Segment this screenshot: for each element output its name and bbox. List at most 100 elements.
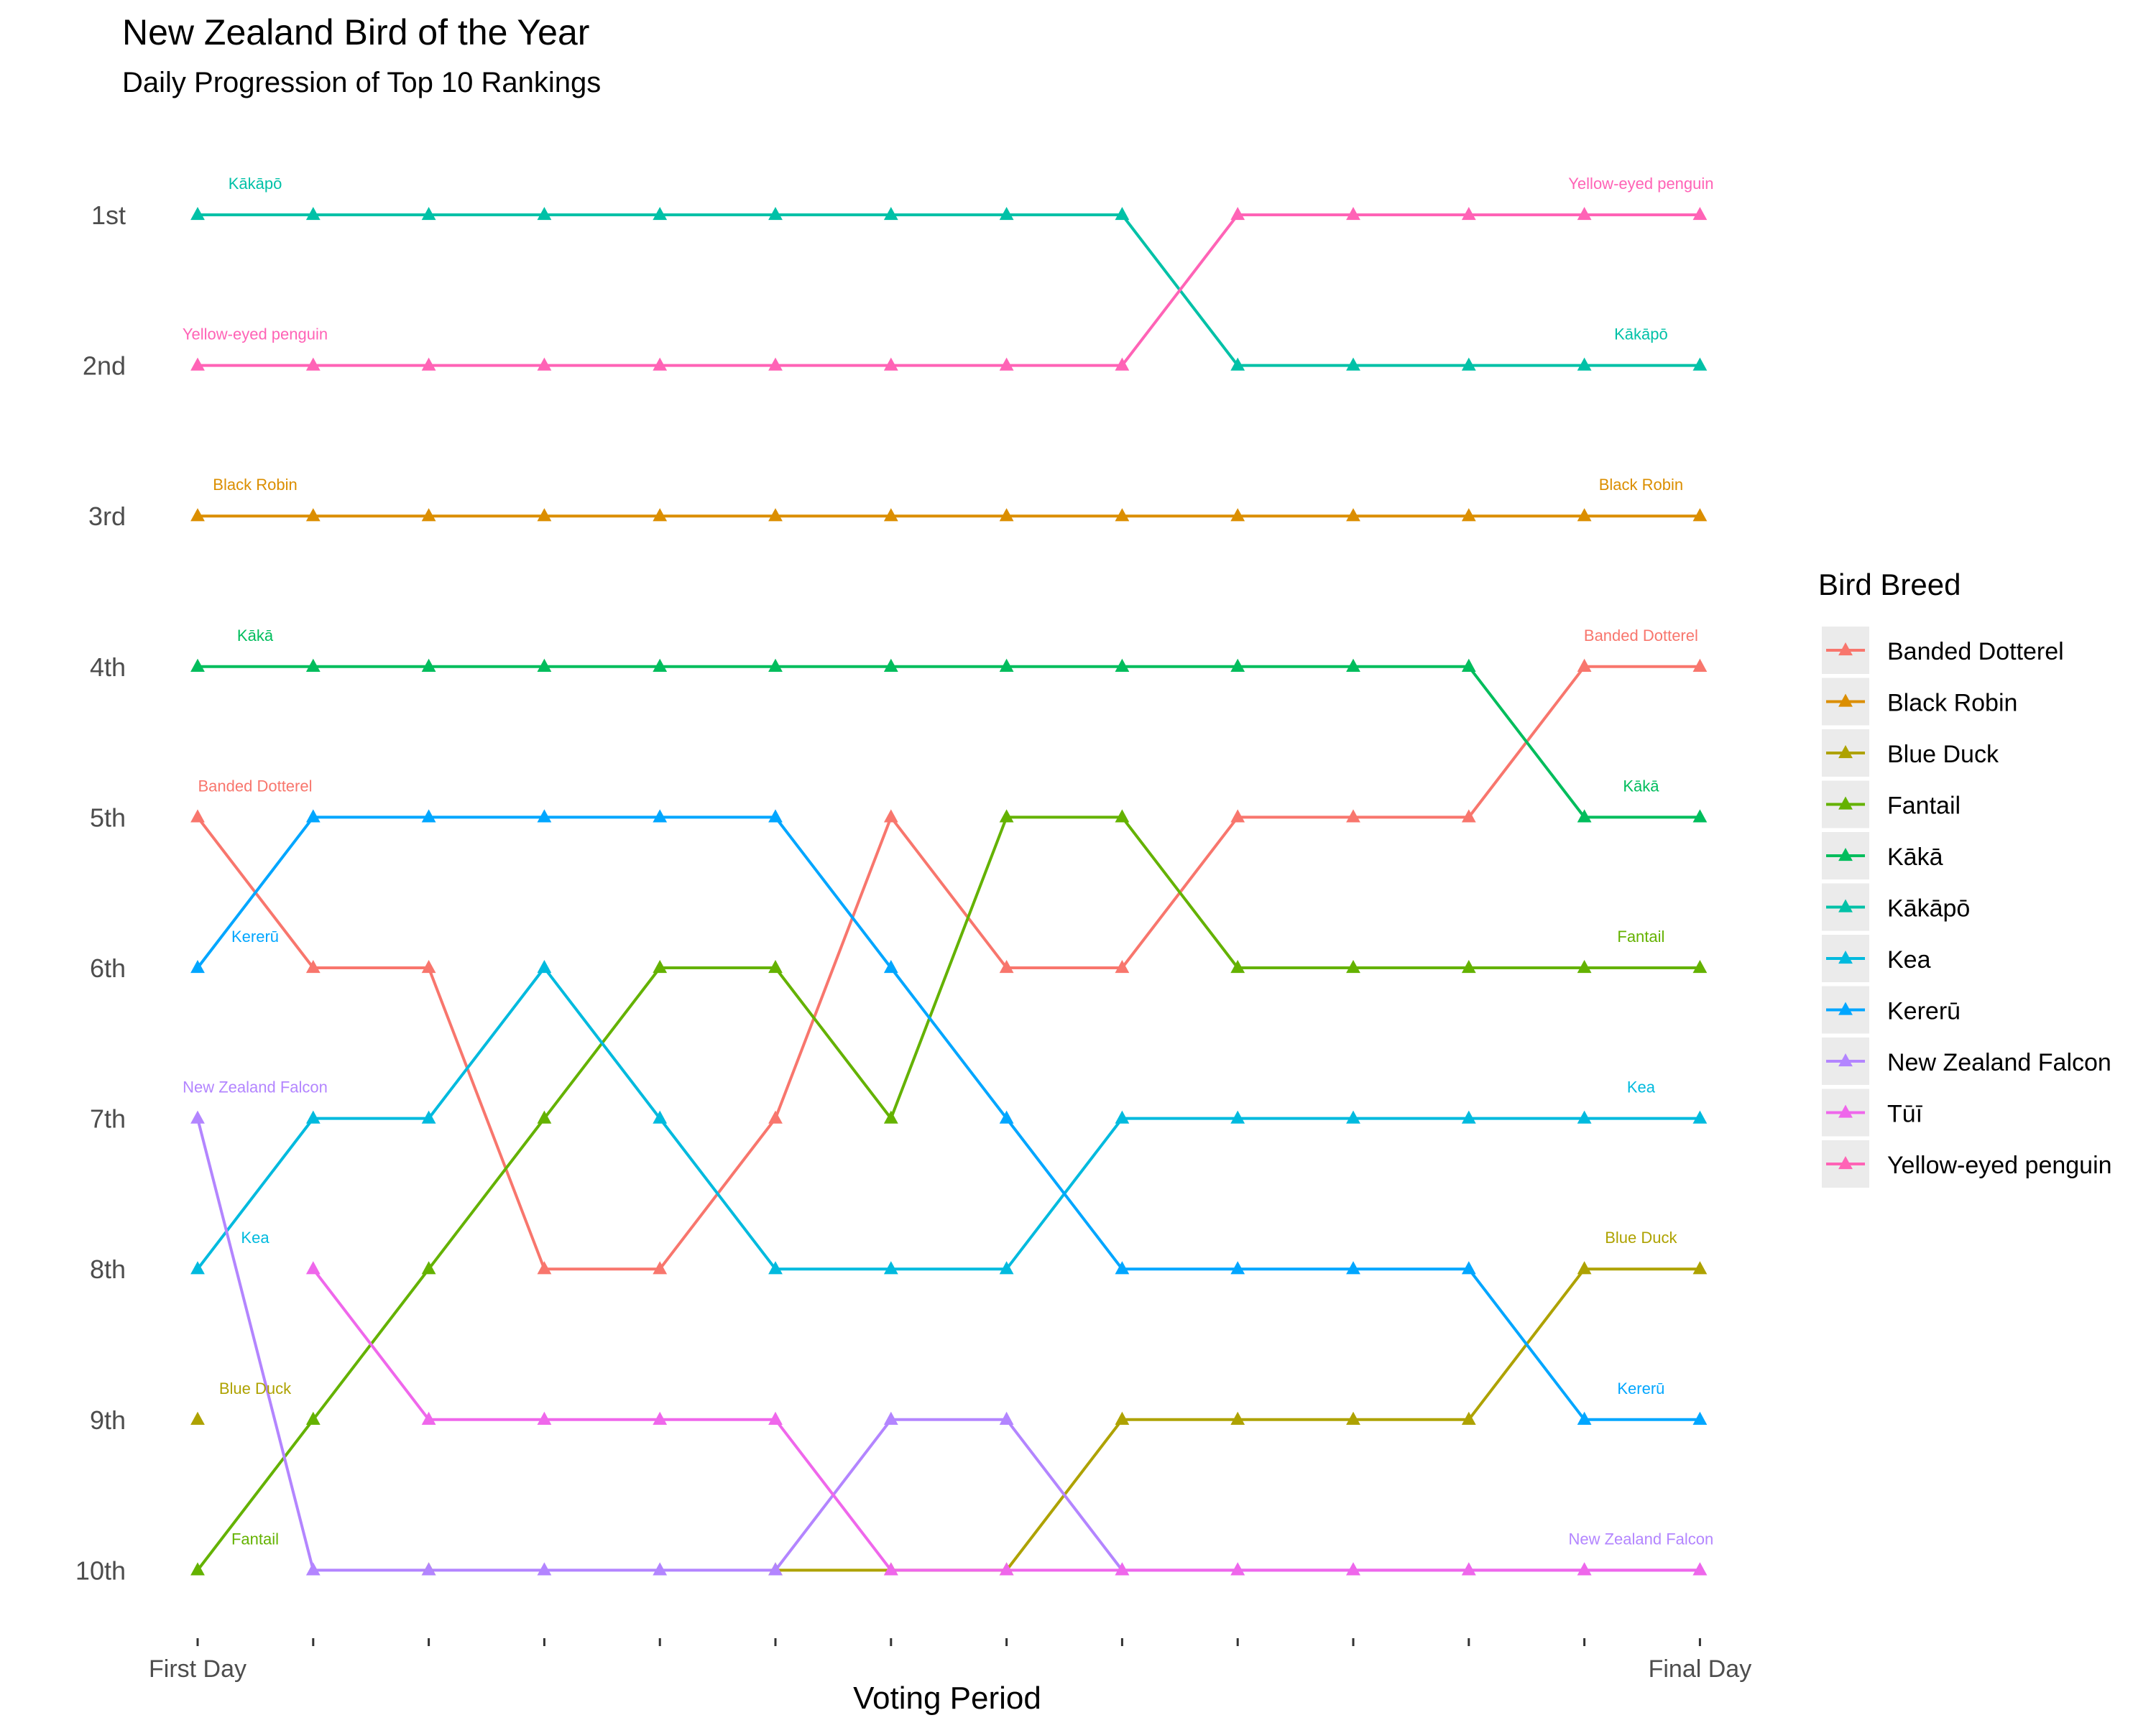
point-banded-dotterel xyxy=(768,1110,783,1124)
point-new-zealand-falcon xyxy=(190,1110,205,1124)
point-black-robin xyxy=(537,508,552,522)
point-kakapo xyxy=(1577,357,1592,371)
point-banded-dotterel xyxy=(190,809,205,823)
point-kereru xyxy=(537,809,552,823)
y-axis: 1st 2nd 3rd 4th 5th 6th 7th 8th 9th 10th xyxy=(75,200,126,1585)
point-kakapo xyxy=(537,207,552,221)
point-banded-dotterel xyxy=(1461,809,1476,823)
point-kakapo xyxy=(883,207,898,221)
point-fantail xyxy=(1115,809,1130,823)
y-tick-label: 8th xyxy=(90,1255,126,1284)
point-black-robin xyxy=(1115,508,1130,522)
legend-key-marker-banded-dotterel xyxy=(1838,642,1853,656)
point-kea xyxy=(883,1261,898,1275)
point-kea xyxy=(1461,1110,1476,1124)
point-kakapo xyxy=(1461,357,1476,371)
y-tick-label: 1st xyxy=(91,200,126,230)
point-tui xyxy=(653,1411,668,1425)
legend-label-blue-duck: Blue Duck xyxy=(1887,741,1999,768)
end-label-blue-duck: Blue Duck xyxy=(1605,1229,1677,1247)
legend-label-kakapo: Kākāpō xyxy=(1887,895,1970,923)
point-kea xyxy=(421,1110,436,1124)
point-banded-dotterel xyxy=(653,1261,668,1275)
end-label-yellow-eyed-penguin: Yellow-eyed penguin xyxy=(1568,175,1713,193)
point-kea xyxy=(305,1110,321,1124)
point-tui xyxy=(1692,1562,1708,1576)
point-yellow-eyed-penguin xyxy=(1577,207,1592,221)
legend-key-marker-kereru xyxy=(1838,1002,1853,1015)
point-fantail xyxy=(190,1562,205,1576)
point-fantail xyxy=(1230,960,1245,974)
point-kakapo xyxy=(1115,207,1130,221)
point-yellow-eyed-penguin xyxy=(1230,207,1245,221)
legend: Bird Breed Banded Dotterel Black Robin Blu… xyxy=(1818,568,2112,1188)
point-black-robin xyxy=(999,508,1014,522)
series-line-fantail xyxy=(196,816,1702,1572)
series-line-kea xyxy=(196,966,1702,1271)
point-black-robin xyxy=(305,508,321,522)
legend-title: Bird Breed xyxy=(1818,568,1961,601)
point-yellow-eyed-penguin xyxy=(768,357,783,371)
y-tick-label: 10th xyxy=(75,1556,126,1585)
point-blue-duck xyxy=(1230,1411,1245,1425)
point-kakapo xyxy=(999,207,1014,221)
point-banded-dotterel xyxy=(999,960,1014,974)
point-yellow-eyed-penguin xyxy=(1461,207,1476,221)
point-new-zealand-falcon xyxy=(653,1562,668,1576)
point-banded-dotterel xyxy=(421,960,436,974)
point-kereru xyxy=(999,1110,1014,1124)
point-blue-duck xyxy=(1346,1411,1360,1425)
point-banded-dotterel xyxy=(1115,960,1130,974)
point-kakapo xyxy=(421,207,436,221)
start-label-blue-duck: Blue Duck xyxy=(219,1380,292,1397)
point-tui xyxy=(999,1562,1014,1576)
legend-label-kereru: Kererū xyxy=(1887,998,1961,1025)
point-kaka xyxy=(190,658,205,672)
y-tick-label: 7th xyxy=(90,1104,126,1134)
legend-label-yellow-eyed-penguin: Yellow-eyed penguin xyxy=(1887,1152,2112,1179)
point-fantail xyxy=(1346,960,1360,974)
start-label-yellow-eyed-penguin: Yellow-eyed penguin xyxy=(183,325,328,343)
point-kea xyxy=(1692,1110,1708,1124)
point-kaka xyxy=(768,658,783,672)
point-kaka xyxy=(1230,658,1245,672)
point-kaka xyxy=(537,658,552,672)
point-kaka xyxy=(305,658,321,672)
end-label-fantail: Fantail xyxy=(1617,928,1664,946)
point-tui xyxy=(1346,1562,1360,1576)
legend-label-fantail: Fantail xyxy=(1887,793,1961,820)
point-banded-dotterel xyxy=(1230,809,1245,823)
point-kea xyxy=(190,1261,205,1275)
legend-key-marker-fantail xyxy=(1838,796,1853,810)
point-fantail xyxy=(999,809,1014,823)
x-tick-label: First Day xyxy=(149,1655,247,1683)
point-kakapo xyxy=(653,207,668,221)
point-tui xyxy=(537,1411,552,1425)
legend-key-marker-tui xyxy=(1838,1104,1853,1118)
y-tick-label: 6th xyxy=(90,953,126,983)
point-banded-dotterel xyxy=(537,1261,552,1275)
point-black-robin xyxy=(768,508,783,522)
point-kea xyxy=(999,1261,1014,1275)
series-points xyxy=(190,207,1708,1576)
chart-subtitle: Daily Progression of Top 10 Rankings xyxy=(122,67,601,98)
point-kaka xyxy=(883,658,898,672)
y-tick-label: 3rd xyxy=(88,502,126,531)
point-tui xyxy=(1230,1562,1245,1576)
y-tick-label: 5th xyxy=(90,803,126,832)
series-line-kakapo xyxy=(196,213,1702,367)
point-fantail xyxy=(1577,960,1592,974)
start-label-banded-dotterel: Banded Dotterel xyxy=(198,777,313,795)
point-yellow-eyed-penguin xyxy=(999,357,1014,371)
point-kaka xyxy=(1461,658,1476,672)
series-line-kaka xyxy=(196,665,1702,819)
legend-key-marker-kea xyxy=(1838,951,1853,964)
point-tui xyxy=(421,1411,436,1425)
point-new-zealand-falcon xyxy=(883,1411,898,1425)
legend-label-black-robin: Black Robin xyxy=(1887,690,2017,717)
point-banded-dotterel xyxy=(1346,809,1360,823)
point-tui xyxy=(1115,1562,1130,1576)
point-fantail xyxy=(305,1411,321,1425)
point-new-zealand-falcon xyxy=(768,1562,783,1576)
